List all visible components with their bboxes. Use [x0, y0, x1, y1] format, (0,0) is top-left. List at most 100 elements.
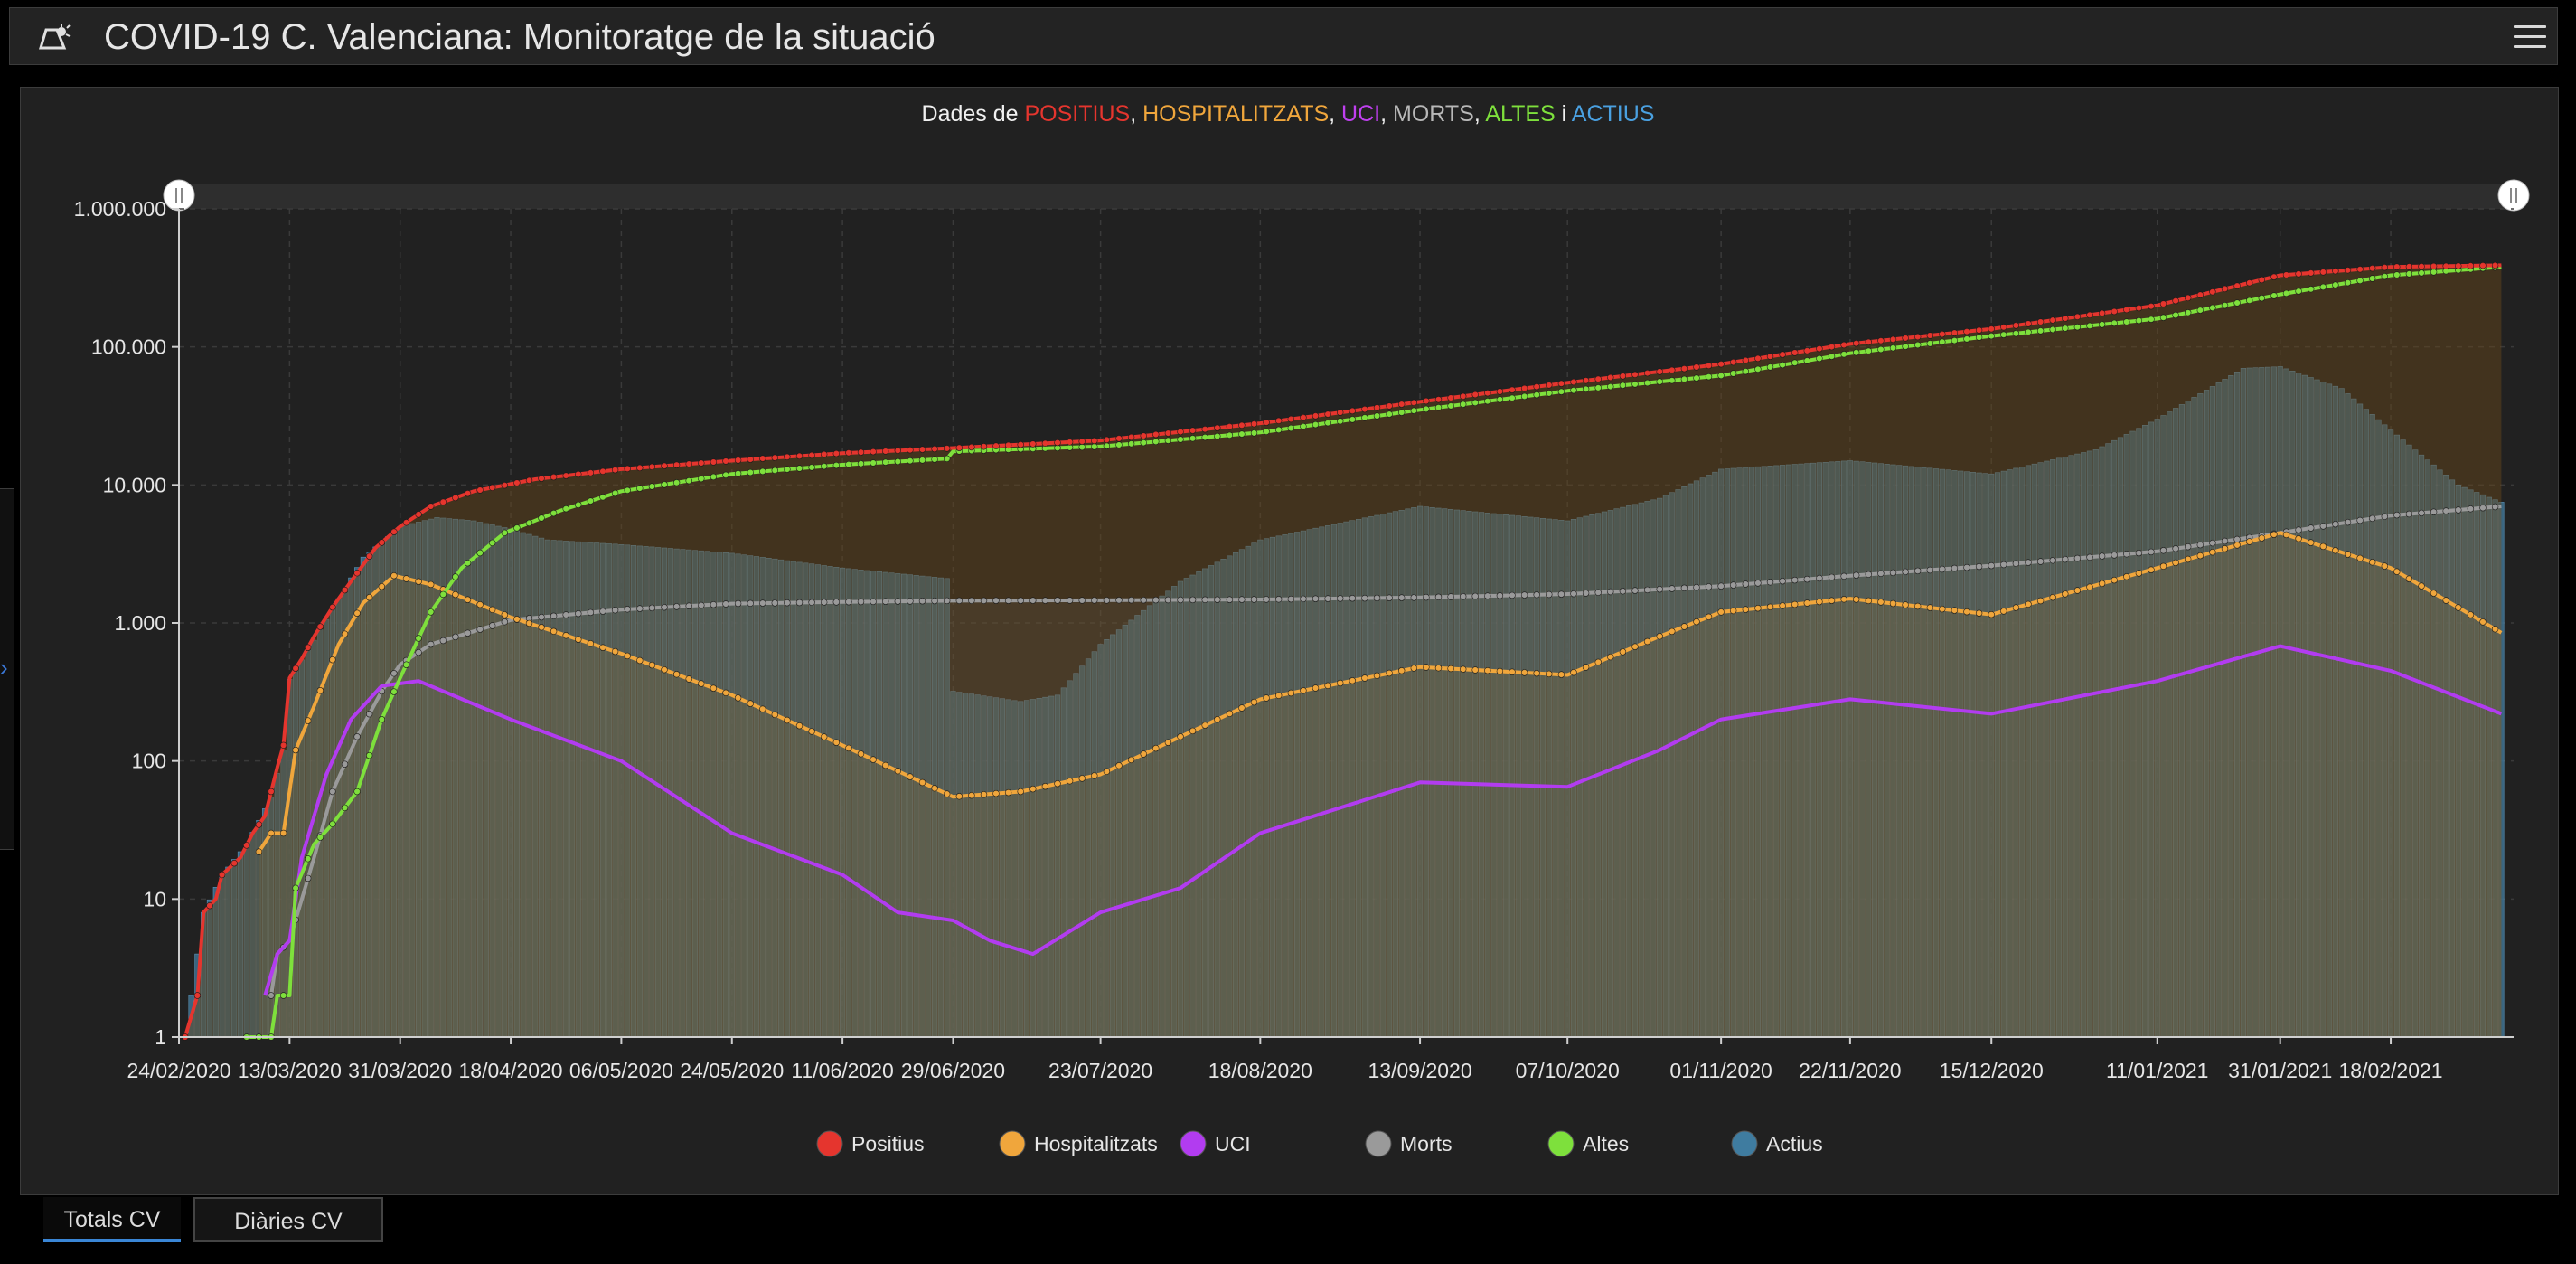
series-marker [1434, 396, 1443, 403]
series-marker [1004, 597, 1012, 604]
series-marker [1238, 421, 1246, 429]
chart: 1 10 100 1.000 10.000 100.000 1.000.000 24/02/2… [74, 179, 2530, 1157]
series-marker [2430, 508, 2438, 515]
legend-item-uci[interactable]: UCI [1180, 1130, 1251, 1157]
series-marker [1877, 337, 1885, 344]
series-marker [870, 459, 877, 467]
series-marker [341, 630, 349, 637]
virus-flask-icon[interactable] [37, 21, 73, 53]
series-marker [402, 519, 410, 526]
legend-label: Positius [851, 1132, 925, 1156]
x-tick-label: 07/10/2020 [1516, 1059, 1620, 1082]
series-marker [2209, 288, 2216, 296]
series-marker [661, 462, 668, 469]
series-marker [1939, 605, 1946, 613]
series-marker [464, 489, 472, 497]
series-marker [2479, 504, 2487, 512]
series-marker [795, 465, 804, 472]
series-marker [1963, 328, 1970, 335]
series-marker [759, 599, 766, 607]
series-marker [268, 829, 275, 837]
range-slider-handle-start[interactable] [163, 179, 195, 212]
range-slider-handle-end[interactable] [2497, 179, 2530, 212]
series-marker [759, 455, 766, 462]
series-marker [2036, 597, 2045, 605]
series-marker [1164, 596, 1172, 604]
series-marker [624, 486, 631, 494]
app-header: COVID-19 C. Valenciana: Monitoratge de l… [9, 7, 2558, 65]
series-marker [1127, 440, 1135, 448]
series-marker [1656, 378, 1663, 385]
series-marker [845, 744, 852, 752]
series-marker [452, 590, 459, 599]
tab-totals-cv[interactable]: Totals CV [43, 1197, 181, 1242]
series-marker [2467, 505, 2475, 513]
chart-title-part: , [1380, 101, 1394, 127]
x-tick-label: 06/05/2020 [569, 1059, 673, 1082]
hamburger-menu-icon[interactable] [2510, 17, 2550, 57]
series-marker [1840, 572, 1847, 580]
series-marker [2135, 316, 2143, 325]
series-marker [2000, 608, 2007, 615]
series-marker [2356, 277, 2364, 285]
chart-title-part: ALTES [1485, 101, 1556, 127]
series-marker [1656, 633, 1663, 640]
legend-swatch [1731, 1130, 1758, 1157]
legend-item-hospitalitzats[interactable]: Hospitalitzats [999, 1130, 1158, 1157]
series-marker [2233, 299, 2241, 307]
series-marker [1361, 594, 1368, 602]
legend-item-actius[interactable]: Actius [1731, 1130, 1823, 1157]
series-marker [661, 665, 668, 674]
series-marker [2356, 516, 2364, 524]
series-marker [2319, 542, 2327, 551]
slider-handle-knob [163, 179, 195, 212]
series-marker [1865, 338, 1873, 345]
series-marker [1582, 377, 1590, 384]
series-marker [2073, 587, 2082, 594]
series-marker [784, 453, 791, 460]
series-marker [1520, 392, 1528, 401]
x-tick-label: 24/02/2020 [127, 1059, 230, 1082]
series-marker [1779, 602, 1786, 609]
series-marker [1656, 368, 1663, 375]
series-marker [2221, 545, 2229, 552]
series-marker [550, 612, 558, 619]
series-marker [1029, 597, 1037, 604]
chevron-right-icon: › [0, 654, 8, 681]
legend-item-morts[interactable]: Morts [1365, 1130, 1453, 1157]
series-marker [1766, 603, 1774, 610]
series-marker [1312, 412, 1320, 420]
series-marker [1729, 607, 1737, 615]
x-tick-label: 24/05/2020 [680, 1059, 784, 1082]
chart-title-part: , [1329, 101, 1342, 127]
series-marker [279, 741, 287, 749]
legend-item-positius[interactable]: Positius [816, 1130, 925, 1157]
tab-diaries-cv[interactable]: Diàries CV [193, 1197, 383, 1242]
series-marker [2258, 276, 2266, 284]
series-marker [1496, 396, 1504, 403]
series-marker [1533, 383, 1540, 391]
series-marker [1423, 397, 1430, 405]
series-marker [1546, 590, 1553, 599]
series-marker [1742, 368, 1750, 375]
side-panel-toggle[interactable]: › [0, 488, 14, 850]
series-marker [1201, 433, 1208, 441]
series-marker [1889, 335, 1897, 344]
series-marker [415, 648, 422, 656]
series-marker [2405, 270, 2413, 278]
series-marker [1791, 576, 1799, 584]
series-marker [698, 475, 705, 483]
series-marker [525, 619, 533, 627]
series-marker [1509, 386, 1516, 393]
series-marker [341, 760, 349, 768]
series-marker [316, 834, 324, 841]
legend-item-altes[interactable]: Altes [1547, 1130, 1629, 1157]
series-marker [1373, 412, 1381, 420]
series-marker [2185, 542, 2192, 551]
series-marker [1140, 596, 1147, 604]
series-marker [1853, 340, 1860, 347]
series-marker [710, 473, 718, 481]
series-marker [1631, 371, 1639, 378]
series-marker [636, 656, 644, 665]
series-marker [1017, 788, 1024, 796]
